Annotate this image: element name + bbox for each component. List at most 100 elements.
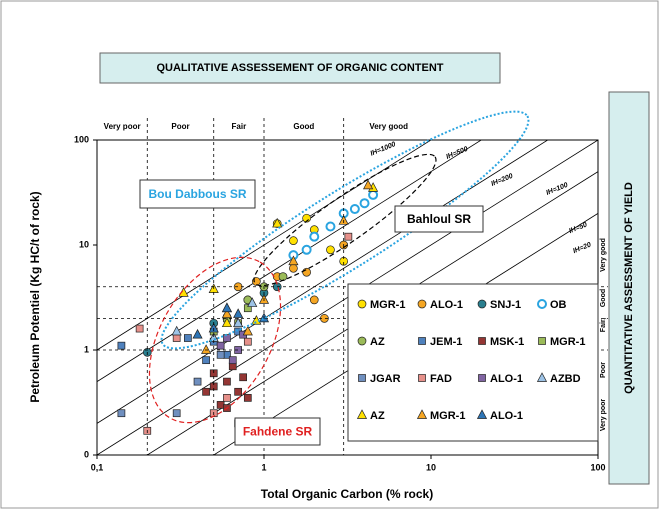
side-title-box: [608, 91, 650, 485]
point: [288, 255, 299, 266]
point: [172, 409, 181, 418]
point: [368, 189, 379, 200]
fahdene-outline: [148, 256, 282, 424]
point: [216, 341, 225, 350]
point: [301, 244, 312, 255]
x-axis-title: Total Organic Carbon (% rock): [261, 487, 433, 501]
point: [243, 337, 252, 346]
point: [223, 334, 231, 342]
point: [201, 344, 212, 354]
point: [202, 356, 210, 365]
point: [184, 334, 192, 342]
point: [302, 267, 311, 277]
point: [309, 231, 320, 242]
point: [476, 409, 488, 419]
point: [289, 263, 298, 273]
s2-class-label: Very good: [600, 238, 607, 272]
point: [358, 374, 366, 382]
point: [477, 299, 487, 309]
point: [478, 374, 486, 382]
point: [193, 377, 202, 386]
point: [117, 409, 126, 418]
point: [171, 325, 182, 336]
legend-label: MSK-1: [490, 336, 524, 348]
x-tick-label: 1: [261, 462, 266, 472]
x-tick-label: 10: [426, 462, 436, 472]
point: [117, 341, 126, 350]
toc-class-label: Very good: [369, 122, 408, 131]
point: [363, 179, 374, 190]
point: [478, 337, 486, 345]
legend-label: AZBD: [550, 373, 581, 385]
chart-title: QUALITATIVE ASSESSEMENT OF ORGANIC CONTE…: [156, 62, 443, 74]
point: [233, 308, 244, 318]
point: [272, 217, 283, 228]
point: [216, 350, 225, 359]
side-title: QUANTITATIVE ASSESSMENT OF YIELD: [623, 182, 635, 394]
point: [536, 372, 548, 382]
point: [243, 304, 252, 313]
s2-class-label: Poor: [600, 362, 607, 378]
s2-class-label: Good: [600, 289, 607, 307]
point: [239, 373, 247, 382]
hi-line: [97, 140, 549, 424]
point: [326, 245, 335, 255]
annotation-box: [234, 417, 321, 446]
legend-label: ALO-1: [490, 410, 523, 422]
legend-label: FAD: [430, 373, 452, 385]
point: [172, 334, 181, 342]
point: [221, 302, 233, 313]
point: [538, 337, 546, 345]
point: [221, 308, 233, 318]
point: [289, 236, 298, 246]
point: [242, 325, 253, 336]
annotation-box: [139, 179, 256, 209]
annotation: Fahdene SR: [243, 425, 313, 439]
s2-class-label: Very poor: [600, 399, 607, 432]
legend-label: AZ: [370, 410, 385, 422]
point: [233, 317, 244, 328]
point: [192, 328, 203, 339]
hi-line: [97, 140, 432, 351]
point: [359, 198, 370, 209]
point: [243, 394, 252, 402]
legend-label: ALO-1: [490, 373, 523, 385]
point: [357, 336, 367, 346]
annotation: Bahloul SR: [407, 212, 471, 226]
legend-label: ALO-1: [430, 299, 463, 311]
legend-label: JGAR: [370, 373, 401, 385]
s2-class-label: Fair,: [600, 318, 607, 332]
toc-class-label: Good: [293, 122, 314, 131]
legend-label: MGR-1: [550, 336, 585, 348]
point: [208, 322, 219, 333]
point: [202, 387, 210, 396]
point: [247, 297, 258, 307]
point: [223, 394, 231, 402]
toc-class-label: Poor: [171, 122, 189, 131]
point: [325, 221, 336, 232]
point: [223, 377, 231, 386]
point: [349, 204, 360, 215]
point: [418, 337, 426, 345]
point: [228, 356, 237, 365]
y-tick-label: 1: [84, 344, 89, 354]
point: [537, 299, 547, 309]
point: [135, 324, 144, 333]
legend-box: [347, 283, 599, 442]
legend-label: SNJ-1: [490, 299, 521, 311]
x-tick-label: 0,1: [91, 462, 104, 472]
y-tick-label: 0: [84, 449, 89, 459]
point: [309, 295, 319, 305]
x-tick-label: 100: [590, 462, 605, 472]
y-tick-label: 10: [79, 239, 89, 249]
point: [216, 401, 225, 409]
y-axis-title: Petroleum Potentiel (Kg HC/t of rock): [28, 191, 42, 402]
toc-class-label: Fair: [232, 122, 247, 131]
point: [418, 374, 426, 382]
legend-label: JEM-1: [430, 336, 462, 348]
point: [356, 409, 368, 419]
annotation-box: [394, 205, 484, 233]
point: [417, 299, 427, 309]
